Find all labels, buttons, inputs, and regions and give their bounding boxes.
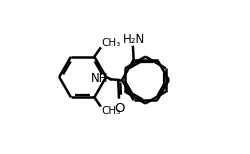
Text: O: O [114, 102, 125, 115]
Text: NH: NH [91, 72, 108, 85]
Text: H₂N: H₂N [122, 33, 145, 46]
Text: CH₃: CH₃ [101, 38, 120, 48]
Text: CH₃: CH₃ [101, 106, 120, 116]
